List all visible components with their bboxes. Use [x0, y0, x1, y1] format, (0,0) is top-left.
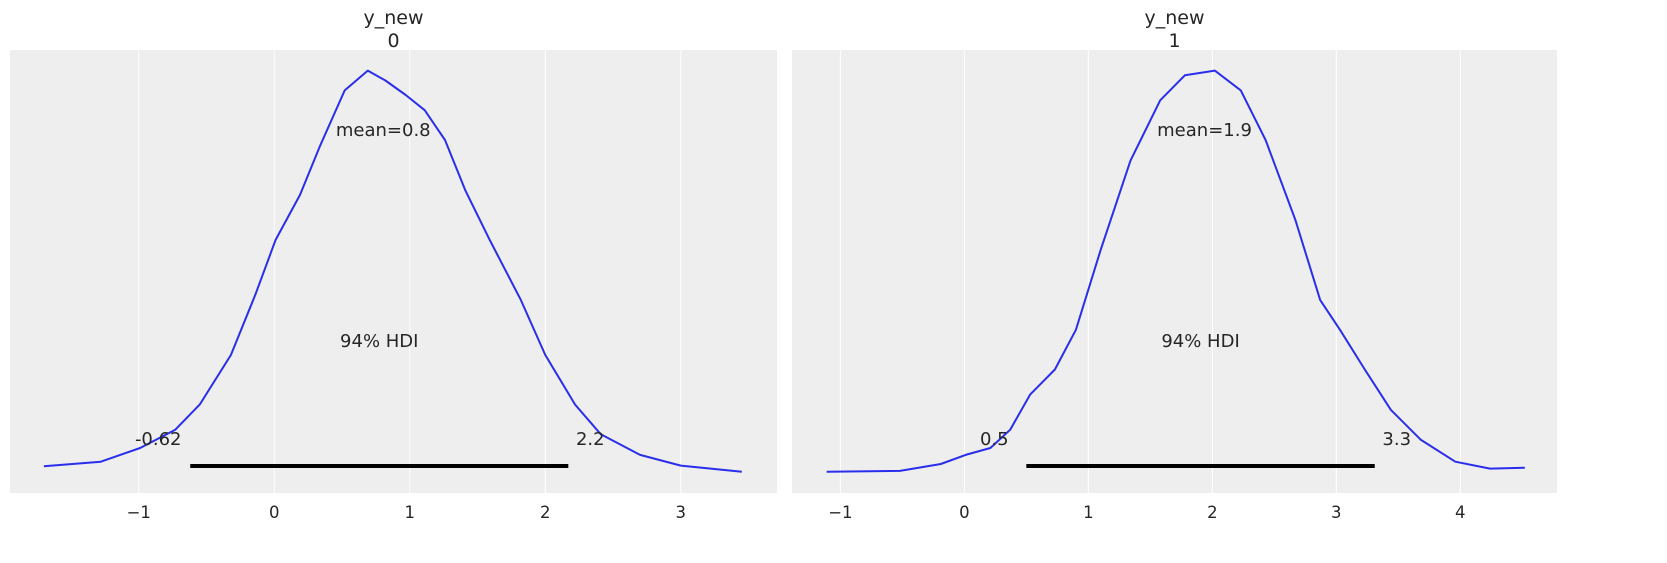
subplot-title-index: 1 [1168, 30, 1180, 52]
density-curve [43, 69, 742, 473]
hdi-low-label: 0.5 [980, 429, 1009, 450]
mean-label: mean=0.8 [336, 120, 431, 141]
x-tick-label: −1 [828, 503, 852, 522]
subplot-title-index: 0 [387, 30, 399, 52]
subplot-title-var: y_new [1144, 7, 1204, 29]
x-tick-label: 3 [1331, 503, 1342, 522]
x-tick-label: 3 [676, 503, 687, 522]
x-tick-label: 1 [1083, 503, 1094, 522]
mean-label: mean=1.9 [1157, 120, 1252, 141]
hdi-high-label: 2.2 [576, 429, 605, 450]
subplot-title-var: y_new [363, 7, 423, 29]
x-tick-label: −1 [127, 503, 151, 522]
x-tick-label: 2 [1207, 503, 1218, 522]
plot-background [792, 50, 1557, 493]
x-tick-label: 0 [959, 503, 970, 522]
hdi-low-label: -0.62 [135, 429, 182, 450]
x-tick-label: 1 [405, 503, 416, 522]
x-tick-label: 2 [540, 503, 551, 522]
hdi-high-label: 3.3 [1382, 429, 1411, 450]
x-tick-label: 4 [1455, 503, 1466, 522]
hdi-label: 94% HDI [340, 331, 418, 352]
plot-background [10, 50, 777, 493]
density-curve [826, 69, 1525, 473]
hdi-label: 94% HDI [1161, 331, 1239, 352]
x-tick-label: 0 [269, 503, 280, 522]
